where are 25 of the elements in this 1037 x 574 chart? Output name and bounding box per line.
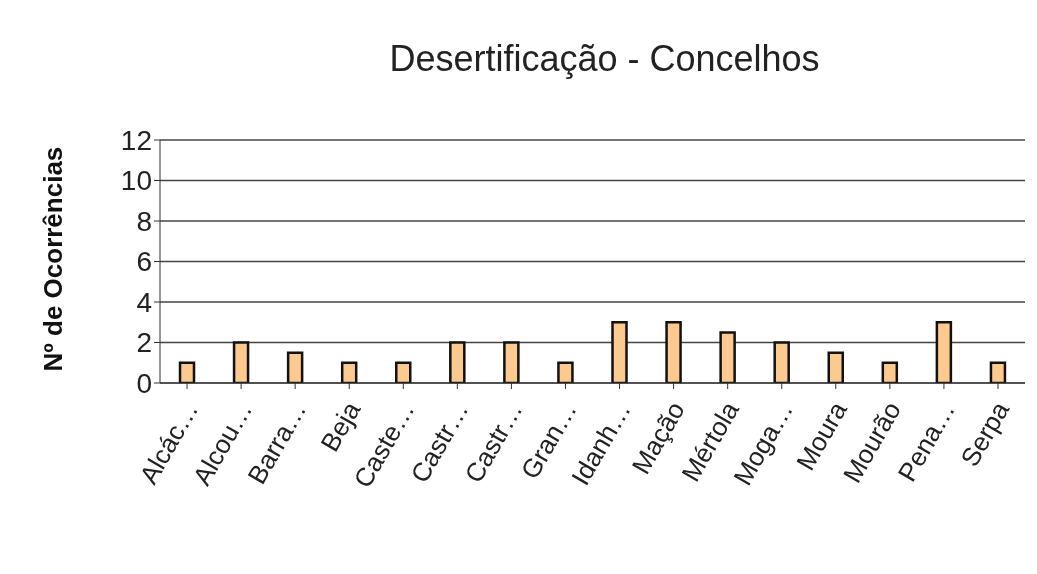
- bar: [611, 321, 628, 383]
- y-tick-label: 8: [136, 205, 152, 237]
- y-tick-label: 6: [136, 246, 152, 278]
- bar: [719, 331, 736, 383]
- y-tick-label: 10: [120, 165, 152, 197]
- bar: [286, 351, 304, 383]
- bar: [503, 341, 520, 383]
- bar: [989, 361, 1007, 383]
- bar: [773, 341, 790, 383]
- bar: [827, 351, 844, 383]
- bar: [178, 361, 196, 383]
- chart-title: Desertificação - Concelhos: [388, 38, 821, 80]
- bar: [340, 361, 358, 383]
- y-tick-label: 0: [136, 367, 152, 399]
- bar: [935, 321, 953, 383]
- bar: [665, 321, 682, 383]
- bar: [232, 341, 250, 383]
- y-axis-title: Nº de Ocorrências: [38, 146, 69, 372]
- bar: [557, 361, 574, 383]
- y-tick-label: 2: [136, 327, 152, 359]
- y-tick-label: 4: [136, 286, 152, 318]
- y-tick-label: 12: [120, 124, 152, 156]
- bar: [395, 361, 412, 383]
- bar: [449, 341, 466, 383]
- bar: [881, 361, 899, 383]
